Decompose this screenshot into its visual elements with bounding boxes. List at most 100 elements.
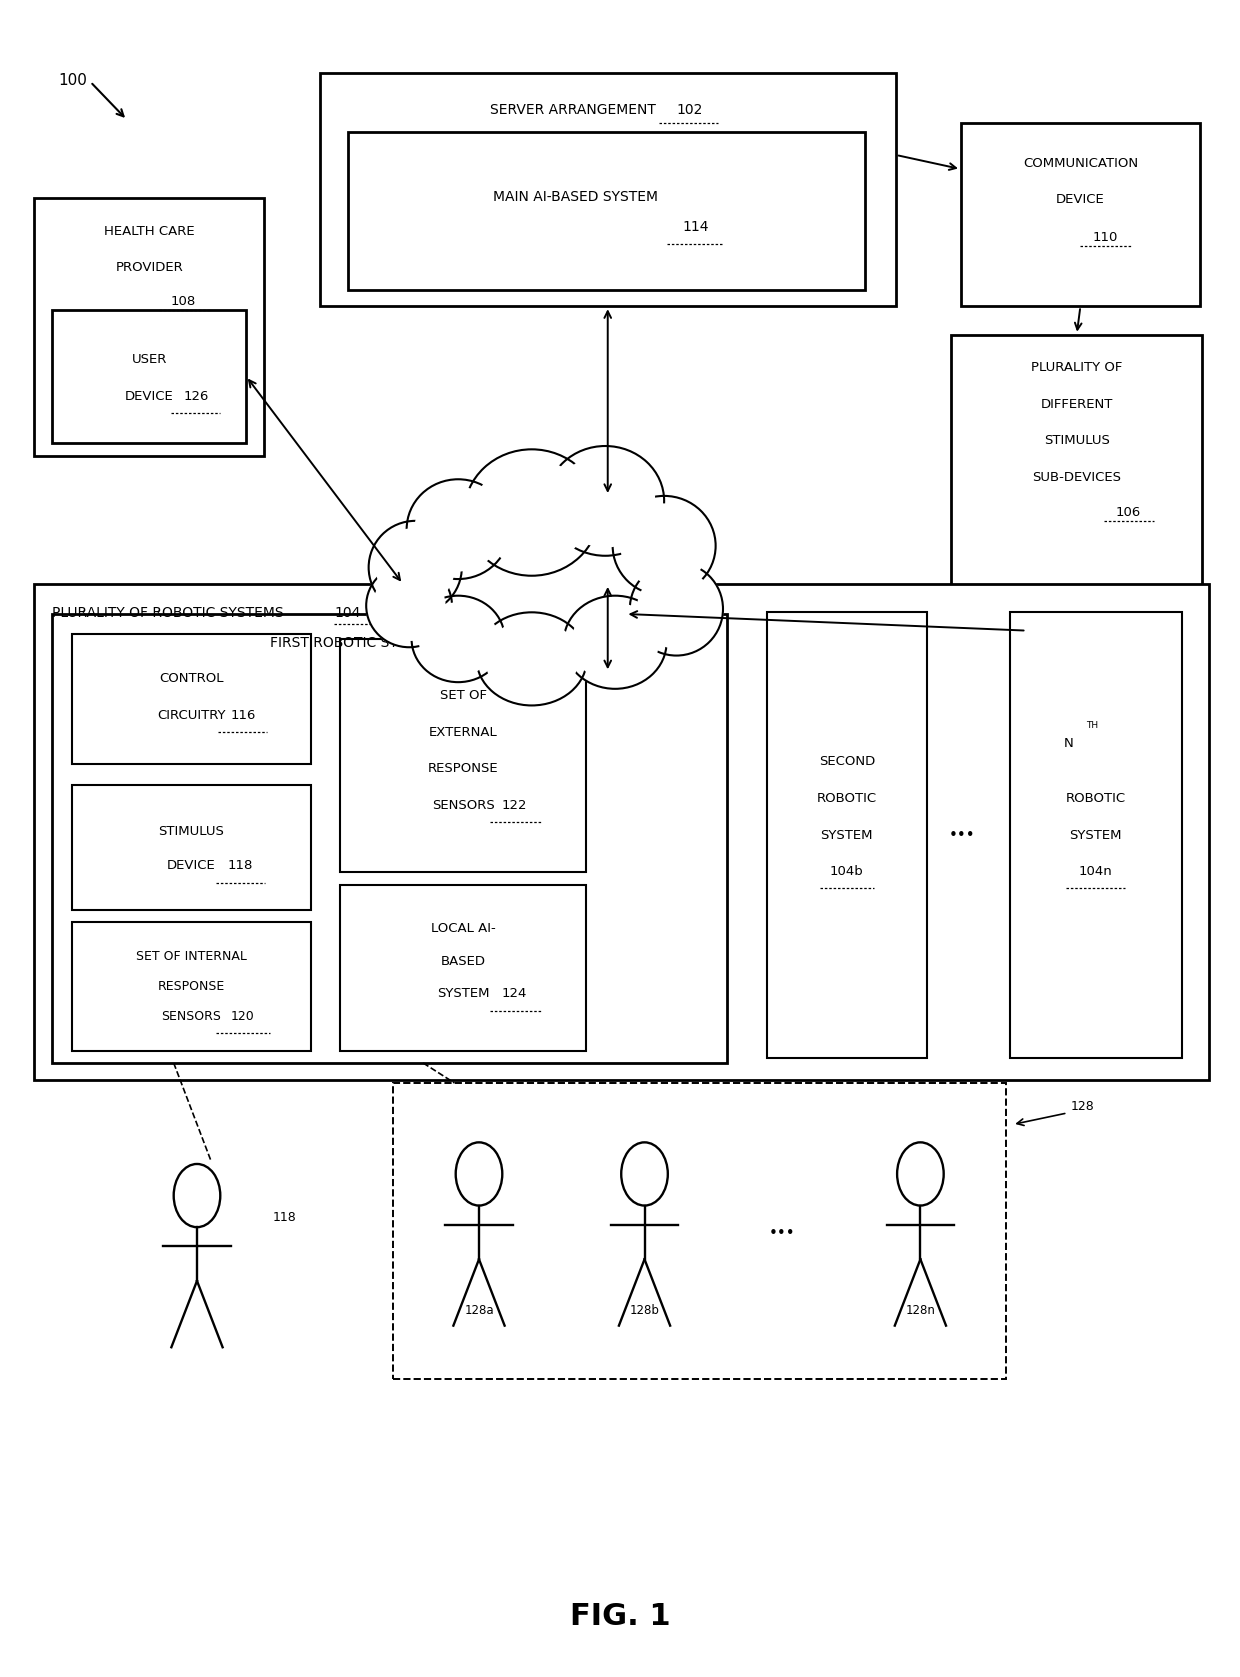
Text: COMMUNICATION: COMMUNICATION [1023,156,1138,169]
Ellipse shape [613,496,715,595]
Ellipse shape [564,595,667,689]
Text: PROVIDER: PROVIDER [115,262,184,275]
Text: PLURALITY OF ROBOTIC SYSTEMS: PLURALITY OF ROBOTIC SYSTEMS [52,605,284,620]
Bar [72,634,311,763]
Bar [1009,612,1182,1058]
Text: EXTERNAL: EXTERNAL [429,726,497,738]
Bar [768,612,926,1058]
Bar [341,639,585,872]
Text: 114: 114 [682,220,709,235]
Text: 128a: 128a [464,1305,494,1316]
Text: 104a: 104a [455,636,490,649]
Ellipse shape [376,528,455,607]
Circle shape [174,1164,221,1228]
Ellipse shape [620,503,708,589]
Text: 110: 110 [1092,231,1117,245]
Ellipse shape [464,449,599,575]
Text: CIRCUITRY: CIRCUITRY [157,709,226,721]
Ellipse shape [547,446,665,555]
Text: 118: 118 [273,1211,296,1224]
Bar [52,310,246,443]
Text: SENSORS: SENSORS [161,1010,222,1023]
Text: 104b: 104b [830,865,864,879]
Text: SECOND: SECOND [818,756,875,768]
Text: •••: ••• [769,1226,796,1241]
Bar [393,1083,1006,1378]
Ellipse shape [409,510,678,642]
Bar [341,885,585,1051]
Text: COMMUNICATION: COMMUNICATION [489,553,604,565]
Bar [33,584,1209,1080]
Bar [951,335,1203,631]
Text: SET OF: SET OF [439,689,486,703]
Text: 108: 108 [171,295,196,307]
Ellipse shape [556,454,655,547]
Text: BASED: BASED [440,956,486,968]
Text: STIMULUS: STIMULUS [159,825,224,837]
Text: ROBOTIC: ROBOTIC [1065,792,1126,805]
Text: 120: 120 [231,1010,255,1023]
Ellipse shape [368,522,461,614]
Bar [33,198,264,456]
Text: SYSTEM: SYSTEM [821,828,873,842]
Text: DIFFERENT: DIFFERENT [1040,397,1114,411]
Ellipse shape [485,619,579,698]
Bar [320,74,895,307]
Text: 106: 106 [1116,506,1141,518]
Text: 104: 104 [335,605,361,620]
Bar [961,124,1200,307]
Text: CONTROL: CONTROL [159,672,223,686]
Bar [347,132,866,290]
Text: SUB-DEVICES: SUB-DEVICES [1032,471,1121,485]
Bar [72,922,311,1051]
Ellipse shape [572,602,658,683]
Ellipse shape [630,562,723,656]
Bar [72,785,311,911]
Text: SET OF INTERNAL: SET OF INTERNAL [136,951,247,963]
Text: 102: 102 [677,104,703,117]
Ellipse shape [373,570,445,641]
Text: RESPONSE: RESPONSE [157,979,226,993]
Text: •••: ••• [949,828,975,842]
Text: 100: 100 [58,74,87,89]
Text: 118: 118 [228,859,253,872]
Text: FIG. 1: FIG. 1 [569,1602,671,1632]
Circle shape [621,1142,668,1206]
Text: DEVICE: DEVICE [125,389,174,402]
Text: 128n: 128n [905,1305,935,1316]
Text: SYSTEM: SYSTEM [1069,828,1122,842]
Ellipse shape [407,480,510,579]
Ellipse shape [419,602,497,676]
Text: MAIN AI-BASED SYSTEM: MAIN AI-BASED SYSTEM [494,191,658,205]
Text: 128b: 128b [630,1305,660,1316]
Text: USER: USER [131,354,167,366]
Text: NETWORK: NETWORK [512,589,580,602]
Text: 116: 116 [231,709,255,721]
Ellipse shape [366,563,453,647]
Ellipse shape [475,459,589,567]
Bar [52,614,727,1063]
Text: ROBOTIC: ROBOTIC [817,792,877,805]
Text: SENSORS: SENSORS [432,798,495,812]
Text: LOCAL AI-: LOCAL AI- [430,922,496,934]
Text: 112: 112 [568,626,594,639]
Ellipse shape [476,612,587,706]
Text: DEVICE: DEVICE [167,859,216,872]
Text: DEVICE: DEVICE [1056,193,1105,206]
Text: PLURALITY OF: PLURALITY OF [1030,361,1122,374]
Text: STIMULUS: STIMULUS [1044,434,1110,448]
Text: RESPONSE: RESPONSE [428,761,498,775]
Text: 104n: 104n [1079,865,1112,879]
Text: FIRST ROBOTIC SYSTEM: FIRST ROBOTIC SYSTEM [270,636,435,649]
Text: SERVER ARRANGEMENT: SERVER ARRANGEMENT [490,104,656,117]
Circle shape [456,1142,502,1206]
Ellipse shape [412,595,505,683]
Text: 122: 122 [502,798,527,812]
Text: HEALTH CARE: HEALTH CARE [104,225,195,238]
Text: TH: TH [1086,721,1099,729]
Text: 128: 128 [1070,1100,1094,1112]
Ellipse shape [414,486,502,572]
Text: 124: 124 [502,986,527,999]
Text: SYSTEM: SYSTEM [436,986,490,999]
Circle shape [897,1142,944,1206]
